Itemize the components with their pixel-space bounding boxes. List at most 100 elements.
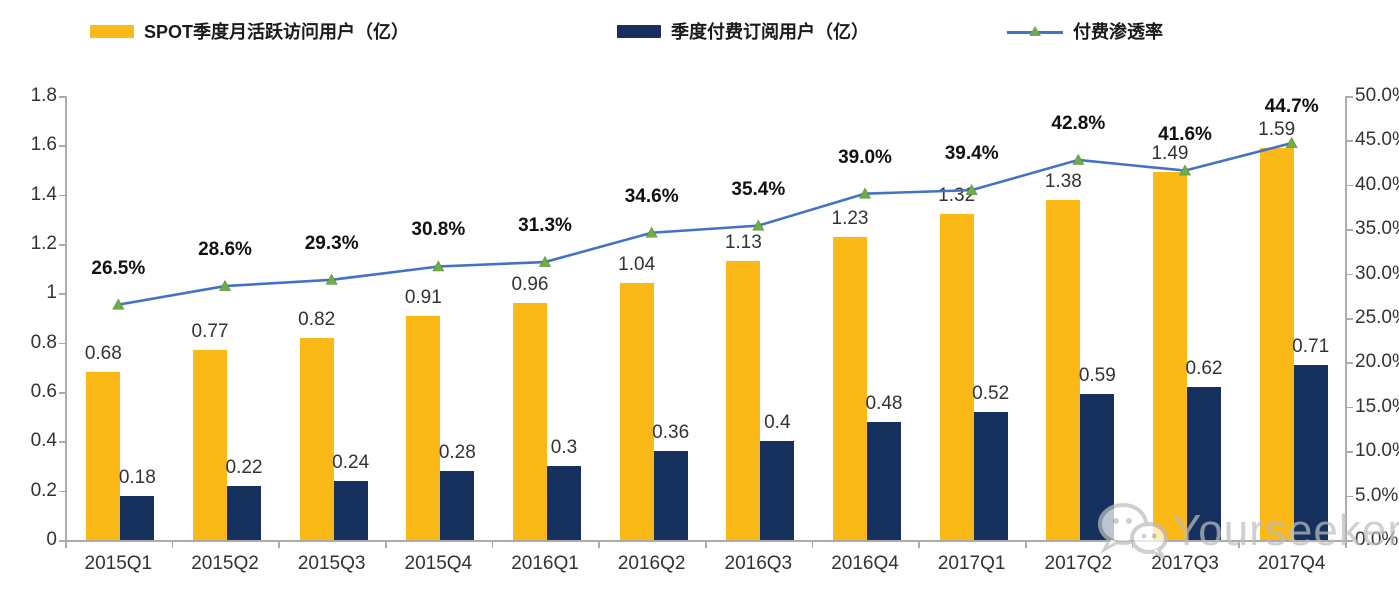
subs-bar — [1187, 387, 1221, 540]
x-axis-label: 2017Q4 — [1257, 553, 1326, 574]
rate-value-label: 31.3% — [518, 215, 572, 237]
y-axis-right — [1345, 96, 1347, 540]
subs-bar — [760, 441, 795, 540]
mau-value-label: 0.77 — [191, 321, 229, 343]
rate-marker-icon — [538, 255, 552, 267]
x-axis-tick — [171, 541, 174, 548]
rate-value-label: 34.6% — [624, 185, 679, 207]
subs-bar — [1293, 364, 1328, 540]
y-axis-right-tick — [1346, 229, 1353, 231]
subs-value-label: 0.3 — [550, 437, 578, 458]
x-axis-tick — [598, 541, 600, 548]
x-axis-tick — [705, 541, 707, 548]
y-axis-right-label: 40.0% — [1355, 173, 1399, 195]
mau-bar — [513, 303, 547, 540]
legend-label-rate: 付费渗透率 — [1073, 22, 1163, 42]
mau-bar — [619, 283, 654, 540]
y-axis-right-label: 35.0% — [1355, 218, 1399, 240]
x-axis-label: 2015Q1 — [84, 553, 153, 574]
y-axis-left-label: 1.2 — [30, 233, 57, 254]
y-axis-right-label: 45.0% — [1355, 129, 1399, 151]
subs-value-label: 0.59 — [1078, 365, 1116, 387]
rate-marker-icon — [645, 226, 658, 238]
subs-bar — [227, 485, 261, 540]
mau-value-label: 0.68 — [84, 343, 122, 365]
legend-item-subs: 季度付费订阅用户（亿） — [617, 18, 869, 44]
y-axis-left — [65, 96, 67, 540]
x-axis-label: 2015Q3 — [297, 553, 366, 574]
x-axis-label: 2016Q1 — [511, 553, 579, 574]
subs-value-label: 0.24 — [332, 451, 370, 473]
x-axis-label: 2017Q1 — [937, 553, 1006, 574]
subs-bar — [333, 480, 368, 540]
mau-value-label: 1.23 — [831, 207, 869, 229]
x-axis-label: 2016Q3 — [724, 553, 793, 574]
y-axis-right-label: 0.0% — [1355, 529, 1399, 550]
legend-item-mau: SPOT季度月活跃访问用户（亿） — [90, 18, 409, 44]
y-axis-left-tick — [59, 194, 65, 197]
y-axis-left-label: 1.4 — [30, 183, 57, 205]
rate-line-marker-icon — [1007, 25, 1063, 38]
y-axis-right-label: 25.0% — [1355, 307, 1399, 328]
mau-value-label: 1.13 — [724, 232, 762, 254]
mau-bar — [406, 315, 441, 540]
x-axis-tick — [65, 541, 67, 548]
subs-value-label: 0.36 — [652, 422, 690, 444]
legend-item-rate: 付费渗透率 — [1007, 18, 1163, 44]
rate-value-label: 30.8% — [411, 219, 466, 241]
y-axis-left-label: 1 — [46, 282, 57, 304]
mau-value-label: 0.96 — [511, 274, 549, 296]
mau-value-label: 1.59 — [1258, 118, 1296, 140]
y-axis-right-tick — [1346, 540, 1353, 542]
mau-bar — [1153, 172, 1187, 540]
mau-bar — [193, 350, 227, 540]
x-axis-tick — [1025, 541, 1027, 548]
subs-value-label: 0.18 — [118, 466, 156, 488]
y-axis-right-tick — [1346, 318, 1353, 320]
subs-value-label: 0.22 — [225, 456, 263, 478]
y-axis-left-label: 0.4 — [30, 430, 57, 452]
legend-label-subs: 季度付费订阅用户（亿） — [671, 22, 869, 42]
mau-bar — [86, 372, 121, 540]
x-axis-tick — [1345, 541, 1347, 548]
x-axis-tick — [491, 541, 494, 548]
rate-value-label: 26.5% — [91, 257, 146, 279]
subs-legend-swatch-icon — [617, 24, 661, 38]
subs-bar — [440, 470, 475, 540]
rate-value-label: 28.6% — [198, 239, 252, 261]
mau-bar — [1046, 199, 1081, 540]
x-axis-label: 2015Q4 — [404, 553, 473, 574]
y-axis-right-label: 50.0% — [1355, 85, 1399, 106]
legend-label-mau: SPOT季度月活跃访问用户（亿） — [144, 22, 410, 42]
y-axis-right-label: 15.0% — [1355, 395, 1399, 417]
subs-bar — [867, 421, 901, 540]
y-axis-right-tick — [1346, 140, 1353, 142]
y-axis-right-tick — [1346, 495, 1353, 498]
wechat-icon — [1098, 503, 1168, 560]
y-axis-left-tick — [59, 293, 65, 295]
mau-value-label: 0.91 — [404, 286, 442, 308]
mau-value-label: 0.82 — [298, 308, 336, 330]
rate-marker-icon — [858, 187, 872, 199]
rate-marker-icon — [1285, 136, 1298, 148]
mau-bar — [833, 236, 867, 540]
subs-value-label: 0.48 — [865, 392, 903, 414]
mau-bar — [939, 214, 974, 540]
y-axis-right-tick — [1346, 273, 1353, 276]
rate-marker-icon — [752, 219, 765, 231]
y-axis-left-label: 0.8 — [30, 331, 57, 353]
mau-value-label: 1.49 — [1151, 143, 1189, 165]
x-axis-tick — [385, 541, 387, 548]
subs-value-label: 0.62 — [1185, 358, 1223, 380]
mau-bar — [1259, 147, 1294, 540]
rate-value-label: 39.0% — [838, 146, 892, 168]
y-axis-left-tick — [59, 342, 65, 345]
x-axis-label: 2016Q4 — [831, 553, 899, 574]
rate-marker-icon — [218, 279, 232, 291]
subs-value-label: 0.71 — [1292, 335, 1330, 357]
rate-marker-icon — [1178, 164, 1192, 176]
y-axis-right-label: 20.0% — [1355, 351, 1399, 373]
rate-marker-icon — [112, 298, 125, 310]
y-axis-right-tick — [1346, 362, 1353, 364]
